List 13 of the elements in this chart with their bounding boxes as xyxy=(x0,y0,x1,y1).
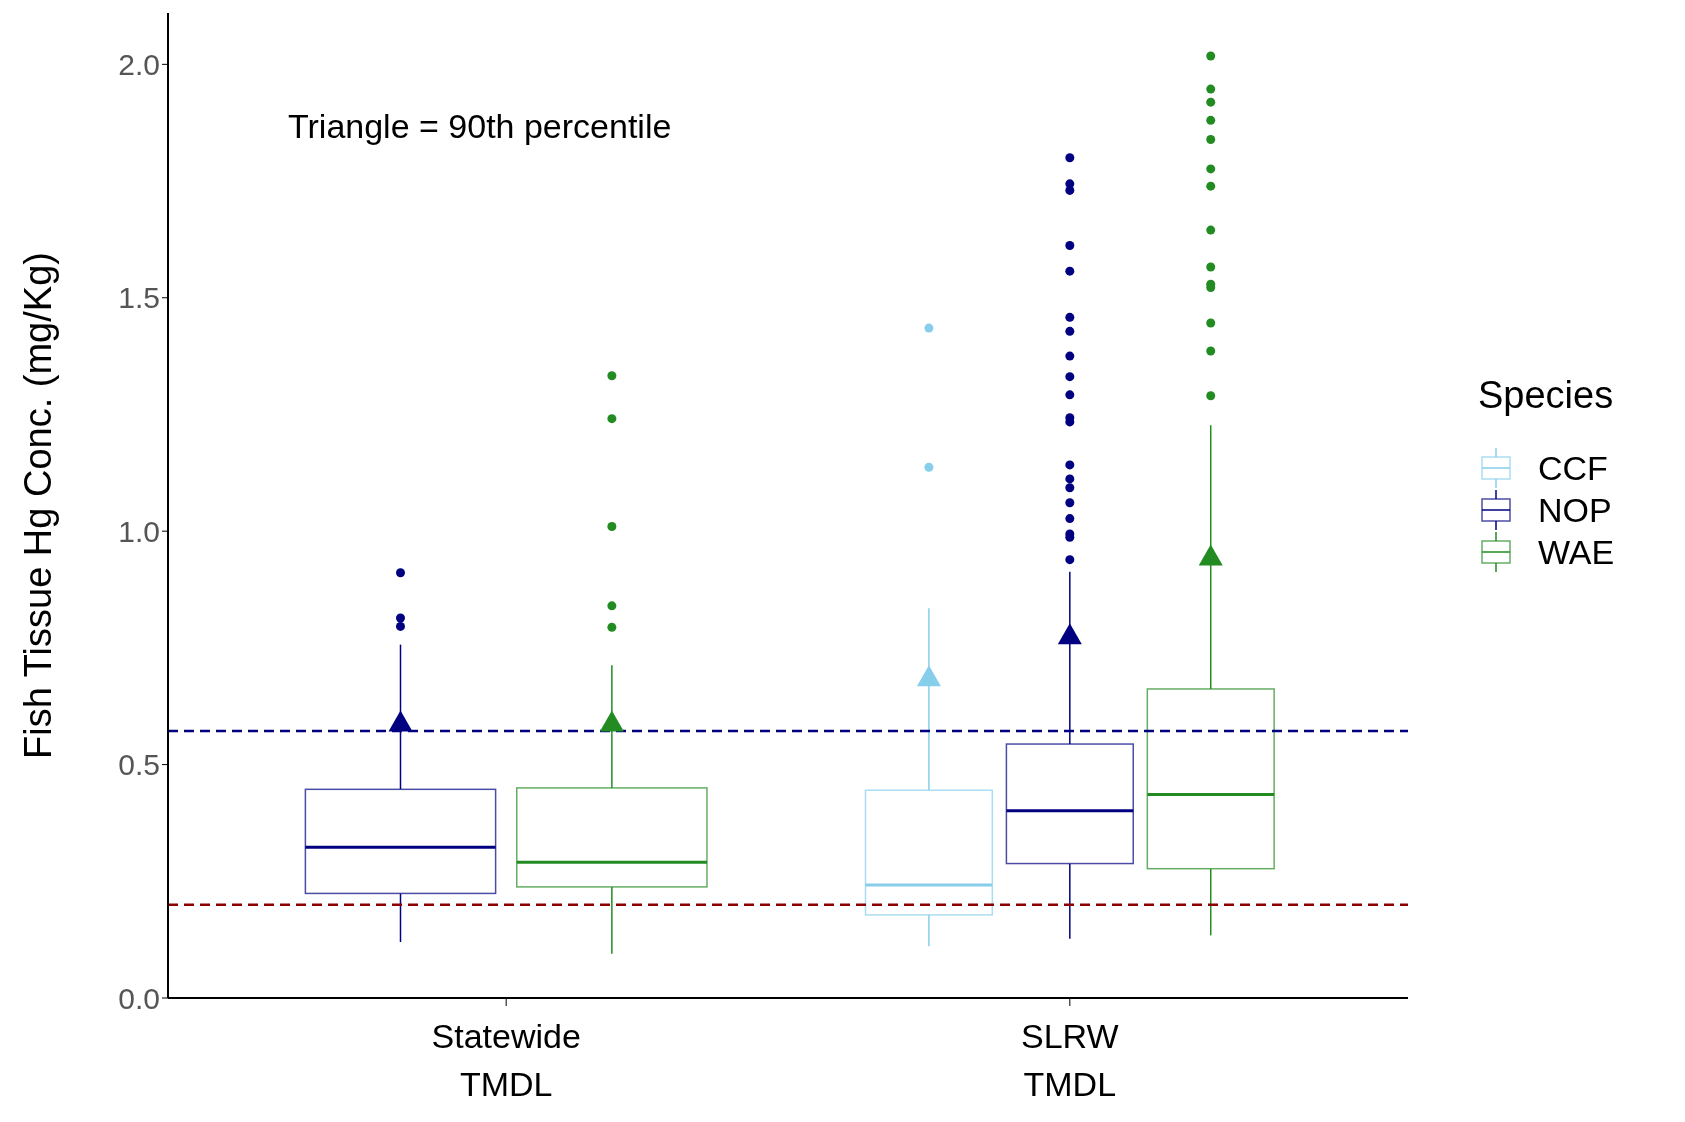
y-axis-title: Fish Tissue Hg Conc. (mg/Kg) xyxy=(17,252,60,759)
legend-title: Species xyxy=(1478,374,1614,416)
y-tick-label: 0.0 xyxy=(118,981,160,1015)
y-tick-label: 1.5 xyxy=(118,281,160,315)
x-tick-label: Statewide TMDL xyxy=(431,1017,581,1103)
y-tick-label: 2.0 xyxy=(118,48,160,81)
y-tick-label: 0.5 xyxy=(118,748,160,782)
legend-label: CCF xyxy=(1538,449,1608,487)
x-tick-label: SLRW TMDL xyxy=(1021,1017,1119,1103)
legend-label: NOP xyxy=(1538,491,1612,529)
legend-label: WAE xyxy=(1538,533,1615,571)
annotation: Triangle = 90th percentile xyxy=(288,107,672,145)
y-tick-label: 1.0 xyxy=(118,514,160,548)
